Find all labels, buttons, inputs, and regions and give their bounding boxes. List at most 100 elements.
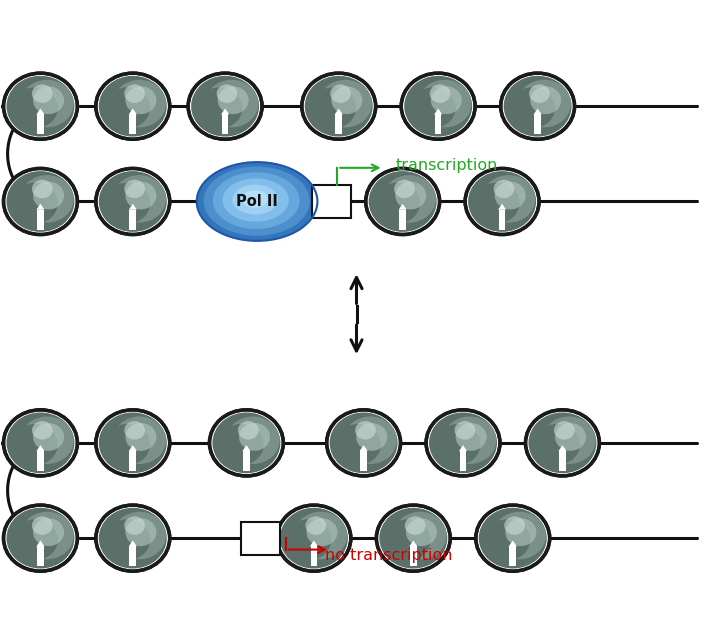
Circle shape bbox=[4, 410, 78, 476]
Circle shape bbox=[96, 505, 170, 571]
Polygon shape bbox=[36, 204, 44, 210]
Circle shape bbox=[205, 80, 258, 128]
Circle shape bbox=[374, 182, 420, 223]
Circle shape bbox=[419, 80, 471, 128]
Circle shape bbox=[191, 76, 259, 137]
Circle shape bbox=[32, 180, 53, 198]
Circle shape bbox=[197, 87, 242, 128]
Bar bbox=[130, 210, 136, 230]
Circle shape bbox=[217, 84, 237, 103]
Bar bbox=[130, 114, 136, 134]
Polygon shape bbox=[129, 445, 137, 451]
Circle shape bbox=[294, 512, 347, 560]
Circle shape bbox=[12, 424, 58, 465]
Circle shape bbox=[21, 80, 73, 128]
Text: transcription: transcription bbox=[396, 158, 498, 173]
Circle shape bbox=[501, 73, 575, 139]
Circle shape bbox=[125, 423, 156, 451]
Bar bbox=[37, 451, 43, 471]
Circle shape bbox=[104, 424, 150, 465]
Circle shape bbox=[366, 168, 440, 235]
Circle shape bbox=[385, 519, 431, 560]
Circle shape bbox=[310, 87, 356, 128]
Circle shape bbox=[12, 519, 58, 560]
Circle shape bbox=[113, 175, 166, 223]
Circle shape bbox=[525, 410, 600, 476]
Circle shape bbox=[401, 73, 475, 139]
Circle shape bbox=[124, 421, 145, 440]
Circle shape bbox=[506, 518, 536, 546]
Circle shape bbox=[465, 168, 539, 235]
Polygon shape bbox=[434, 108, 442, 114]
Polygon shape bbox=[129, 204, 137, 210]
Circle shape bbox=[21, 417, 73, 464]
Bar bbox=[241, 522, 280, 554]
Circle shape bbox=[304, 76, 373, 137]
Circle shape bbox=[429, 413, 497, 473]
Circle shape bbox=[478, 508, 547, 568]
Circle shape bbox=[32, 421, 53, 440]
Bar bbox=[37, 210, 43, 230]
Polygon shape bbox=[399, 204, 406, 210]
Polygon shape bbox=[508, 540, 517, 546]
Circle shape bbox=[280, 508, 348, 568]
Ellipse shape bbox=[242, 190, 268, 208]
Circle shape bbox=[188, 73, 262, 139]
Circle shape bbox=[4, 505, 78, 571]
Polygon shape bbox=[36, 445, 44, 451]
Bar bbox=[399, 210, 406, 230]
Circle shape bbox=[456, 423, 487, 451]
Ellipse shape bbox=[222, 179, 289, 222]
Circle shape bbox=[468, 171, 536, 232]
Circle shape bbox=[99, 171, 167, 232]
Circle shape bbox=[104, 519, 150, 560]
Circle shape bbox=[218, 424, 264, 465]
Ellipse shape bbox=[197, 162, 317, 241]
Circle shape bbox=[394, 180, 415, 198]
Circle shape bbox=[344, 417, 397, 464]
Polygon shape bbox=[242, 445, 250, 451]
Bar bbox=[130, 451, 136, 471]
Polygon shape bbox=[359, 445, 368, 451]
Bar bbox=[360, 451, 367, 471]
Circle shape bbox=[33, 423, 64, 451]
Circle shape bbox=[555, 423, 586, 451]
Bar bbox=[130, 546, 136, 567]
Circle shape bbox=[6, 413, 74, 473]
Circle shape bbox=[534, 424, 580, 465]
Polygon shape bbox=[558, 445, 567, 451]
Circle shape bbox=[33, 86, 64, 114]
Circle shape bbox=[277, 505, 351, 571]
Circle shape bbox=[6, 171, 74, 232]
Circle shape bbox=[238, 421, 259, 440]
Circle shape bbox=[302, 73, 376, 139]
Circle shape bbox=[495, 182, 525, 209]
Polygon shape bbox=[129, 108, 137, 114]
Circle shape bbox=[530, 86, 561, 114]
Circle shape bbox=[335, 424, 381, 465]
Circle shape bbox=[125, 86, 156, 114]
Circle shape bbox=[4, 168, 78, 235]
Circle shape bbox=[431, 86, 462, 114]
Circle shape bbox=[33, 518, 64, 546]
Circle shape bbox=[554, 421, 575, 440]
Circle shape bbox=[32, 516, 53, 535]
Bar bbox=[435, 114, 441, 134]
Circle shape bbox=[319, 80, 372, 128]
Circle shape bbox=[528, 413, 597, 473]
Circle shape bbox=[383, 175, 436, 223]
Circle shape bbox=[327, 410, 401, 476]
Circle shape bbox=[455, 421, 476, 440]
Circle shape bbox=[12, 182, 58, 223]
Text: no transcription: no transcription bbox=[324, 549, 452, 563]
Polygon shape bbox=[533, 108, 542, 114]
Circle shape bbox=[435, 424, 481, 465]
Circle shape bbox=[124, 84, 145, 103]
Polygon shape bbox=[36, 108, 44, 114]
Circle shape bbox=[210, 410, 283, 476]
Ellipse shape bbox=[232, 184, 278, 214]
Circle shape bbox=[484, 519, 530, 560]
Circle shape bbox=[405, 516, 426, 535]
Circle shape bbox=[376, 505, 450, 571]
Polygon shape bbox=[498, 204, 506, 210]
